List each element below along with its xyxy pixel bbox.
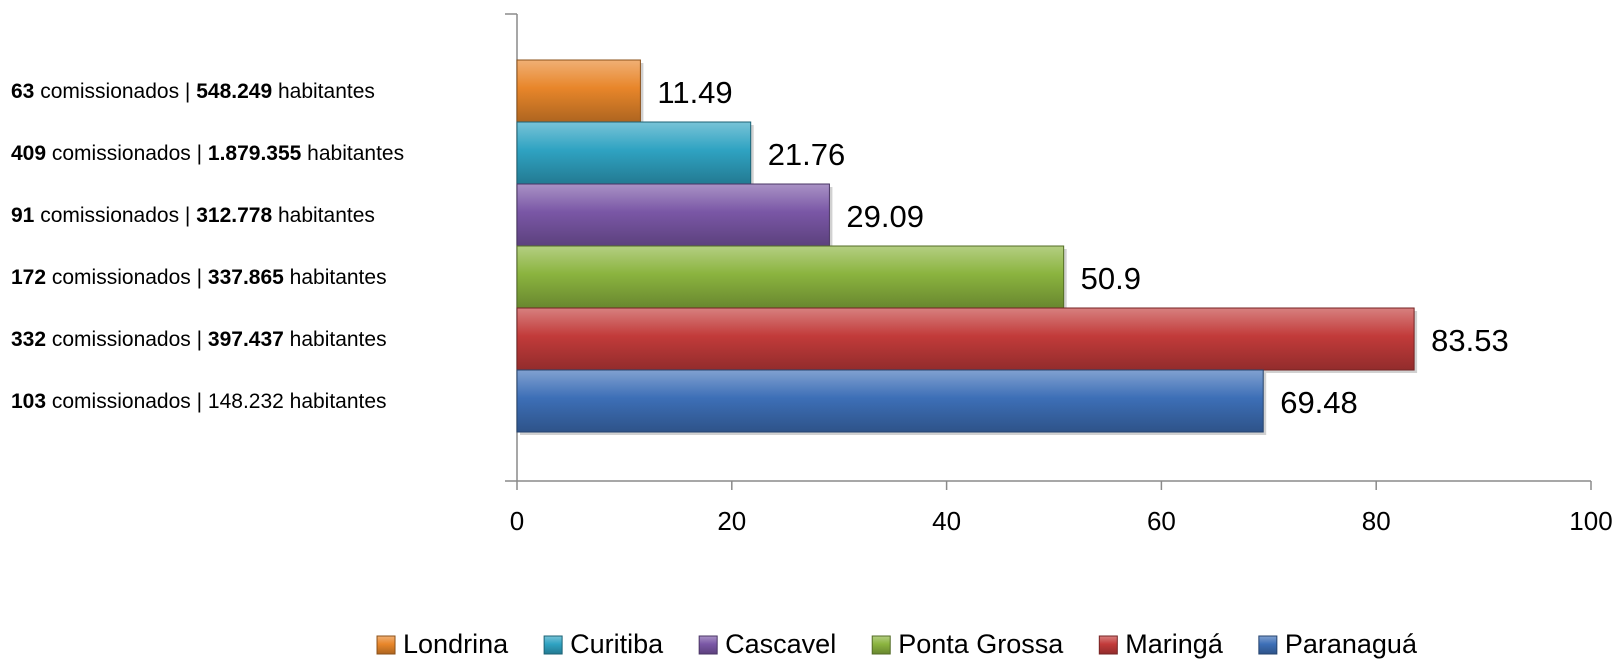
bar-maring- [516, 307, 1415, 371]
legend: Londrina Curitiba Cascavel Ponta Grossa Mari… [376, 629, 1418, 659]
legend-label: Londrina [403, 629, 509, 659]
legend-swatch [1098, 635, 1118, 655]
legend-label: Ponta Grossa [898, 629, 1064, 659]
bar-paranagu- [516, 369, 1264, 433]
legend-label: Cascavel [725, 629, 836, 659]
x-axis-ticks: 0 20 40 60 80 100 [510, 481, 1613, 536]
data-label: 21.76 [768, 137, 846, 172]
category-labels: 63 comissionados | 548.249 habitantes 409… [11, 80, 404, 413]
bars [516, 59, 1418, 435]
data-label: 29.09 [846, 199, 924, 234]
legend-swatch [1258, 635, 1278, 655]
legend-swatch [698, 635, 718, 655]
category-label: 63 comissionados | 548.249 habitantes [11, 80, 375, 103]
data-label: 69.48 [1280, 385, 1358, 420]
category-label: 409 comissionados | 1.879.355 habitantes [11, 142, 404, 165]
legend-label: Paranaguá [1285, 629, 1418, 659]
x-tick-label: 0 [510, 506, 524, 536]
data-label: 50.9 [1081, 261, 1141, 296]
data-label: 83.53 [1431, 323, 1509, 358]
category-label: 91 comissionados | 312.778 habitantes [11, 204, 375, 227]
category-label: 332 comissionados | 397.437 habitantes [11, 328, 387, 351]
x-tick-label: 20 [717, 506, 746, 536]
bar-ponta-grossa [516, 245, 1065, 309]
x-tick-label: 80 [1362, 506, 1391, 536]
bar-curitiba [516, 121, 752, 185]
x-tick-label: 100 [1569, 506, 1612, 536]
legend-label: Curitiba [570, 629, 664, 659]
x-tick-label: 60 [1147, 506, 1176, 536]
category-label: 172 comissionados | 337.865 habitantes [11, 266, 387, 289]
x-tick-label: 40 [932, 506, 961, 536]
category-label: 103 comissionados | 148.232 habitantes [11, 390, 387, 413]
legend-swatch [543, 635, 563, 655]
bar-londrina [516, 59, 641, 123]
bar-cascavel [516, 183, 830, 247]
legend-swatch [871, 635, 891, 655]
legend-swatch [376, 635, 396, 655]
legend-label: Maringá [1125, 629, 1224, 659]
data-label: 11.49 [657, 75, 732, 110]
